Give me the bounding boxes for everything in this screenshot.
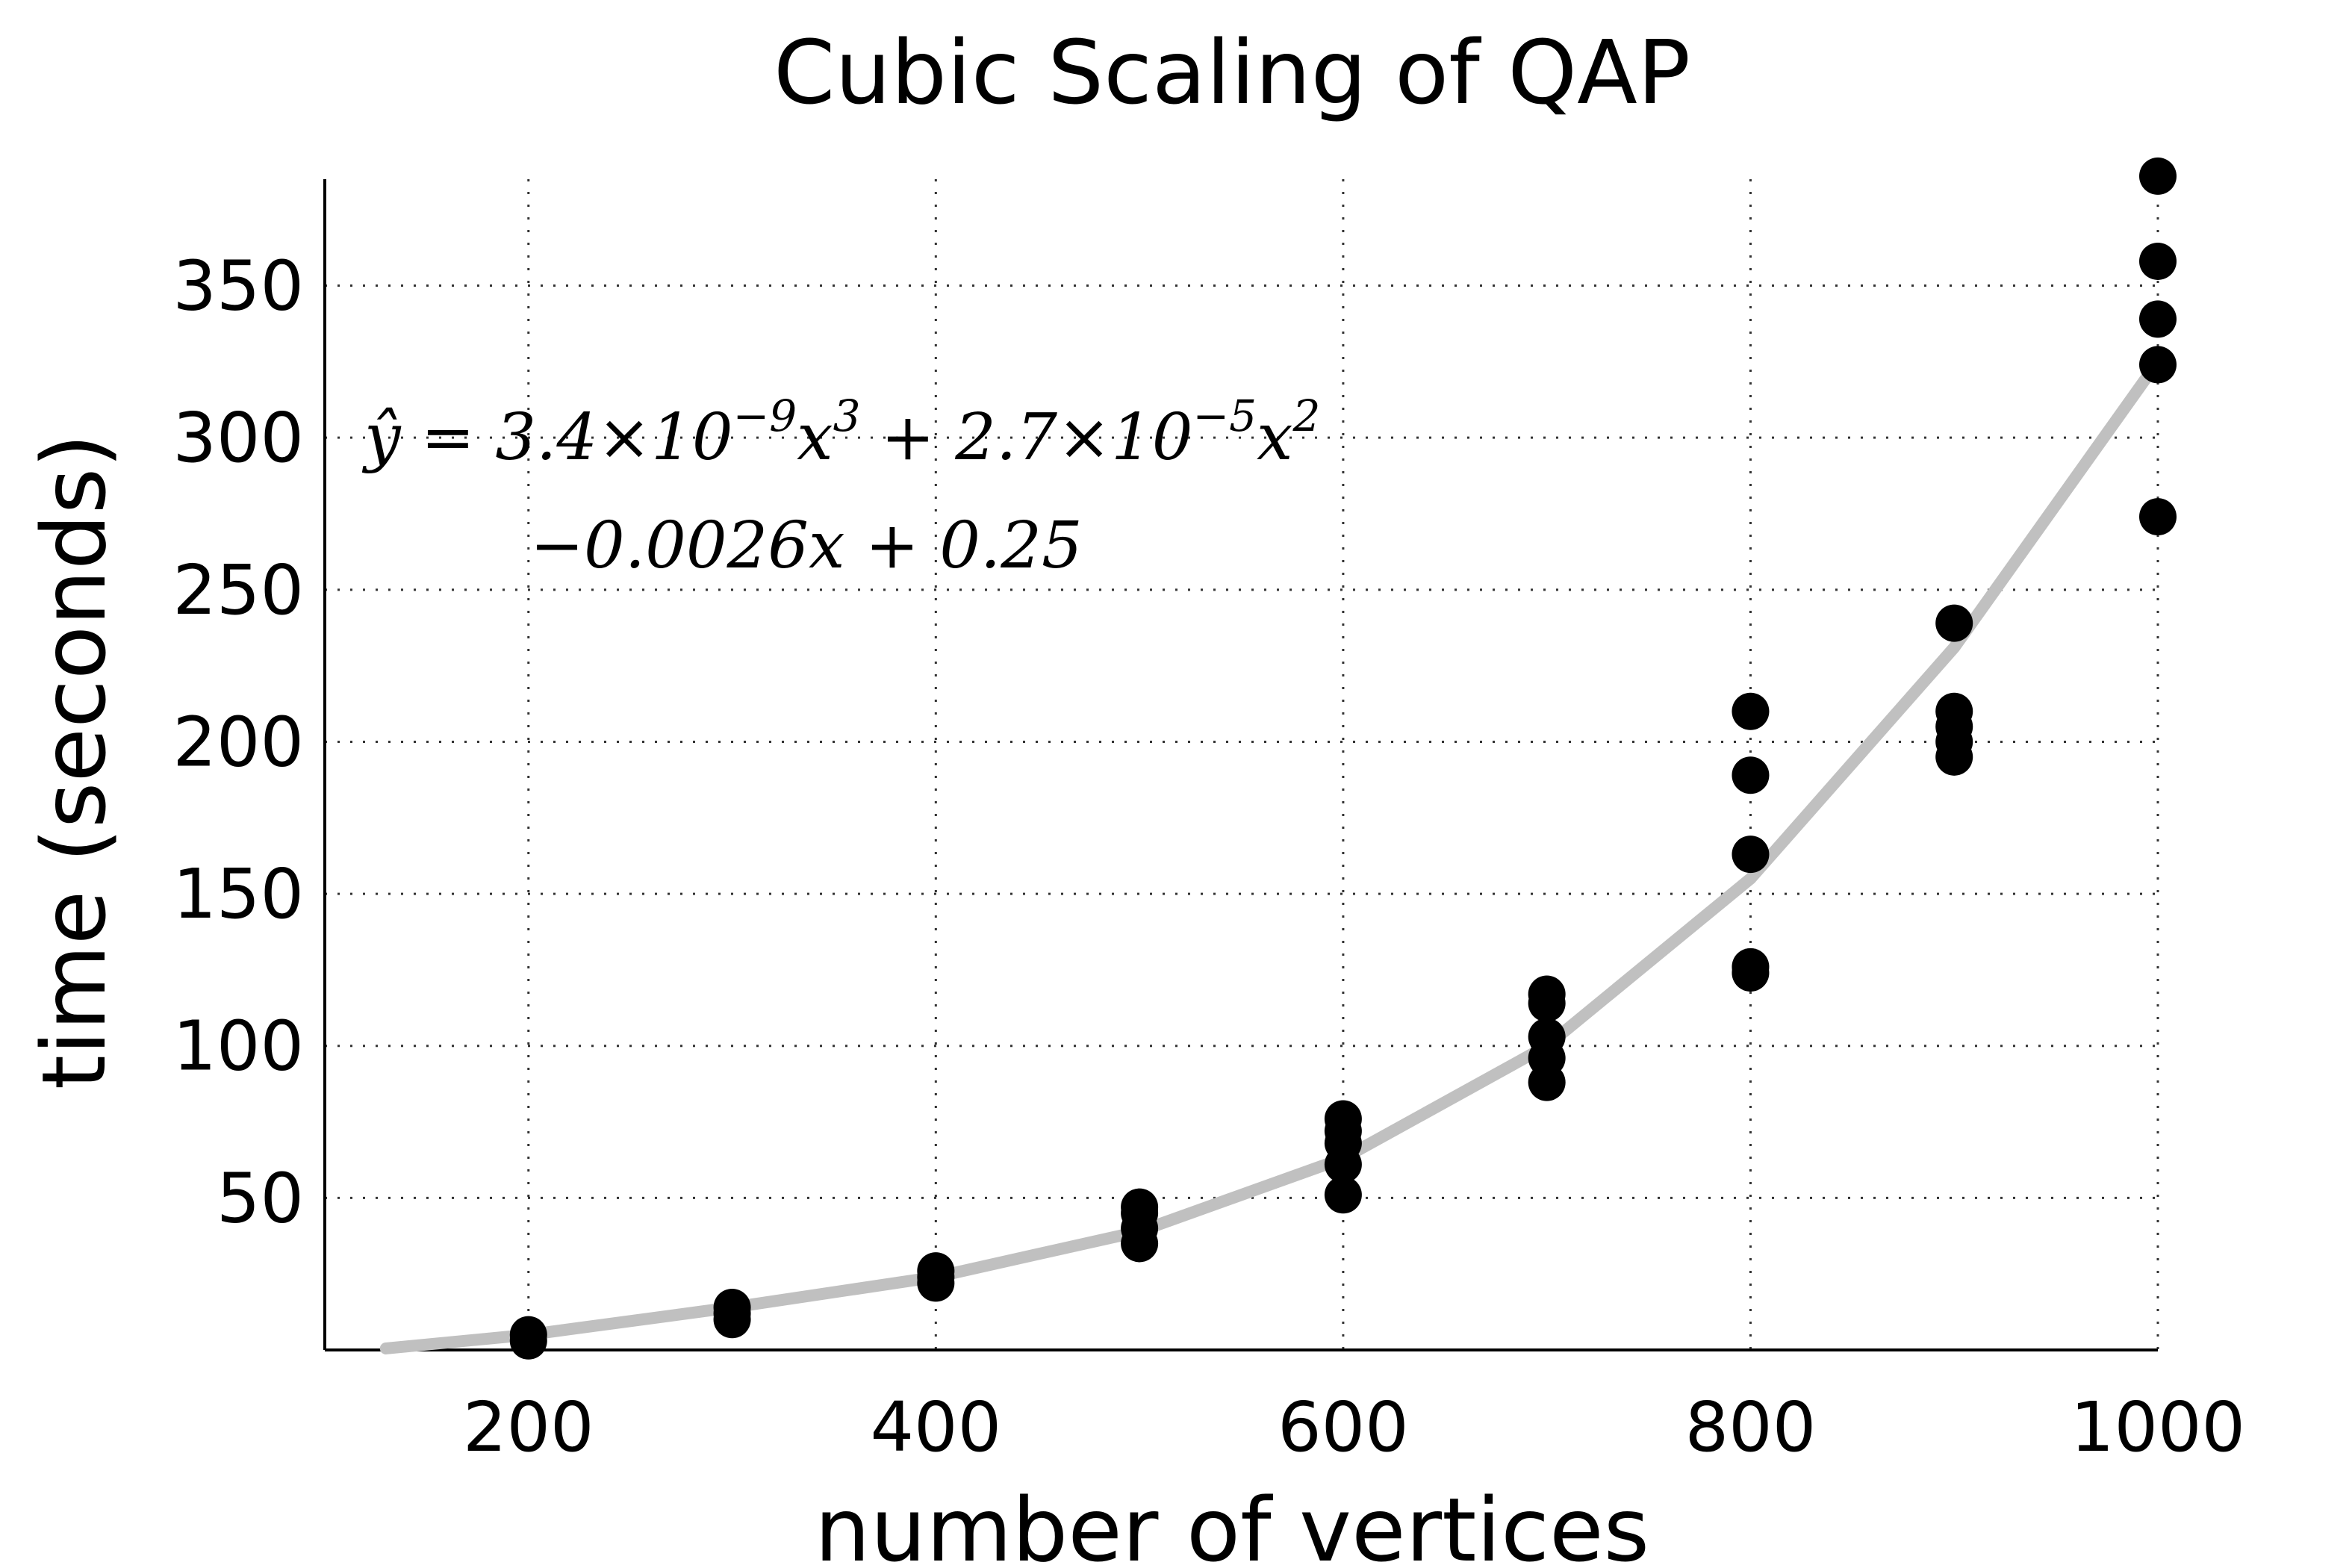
data-points bbox=[509, 157, 2177, 1360]
y-tick-label: 50 bbox=[217, 1158, 304, 1238]
y-axis-label: time (seconds) bbox=[22, 434, 125, 1090]
y-tick-labels: 50 100 150 200 250 300 350 bbox=[172, 246, 304, 1239]
data-point bbox=[1732, 756, 1770, 794]
y-tick-label: 150 bbox=[172, 854, 304, 934]
chart-title: Cubic Scaling of QAP bbox=[774, 21, 1690, 124]
y-tick-label: 350 bbox=[172, 246, 304, 326]
x-tick-labels: 200 400 600 800 1000 bbox=[463, 1387, 2245, 1467]
data-point bbox=[2139, 346, 2177, 384]
axes bbox=[323, 179, 2158, 1351]
exponent-2: −5 bbox=[1193, 391, 1257, 441]
data-point bbox=[2139, 242, 2177, 280]
data-point bbox=[1732, 836, 1770, 874]
x-tick-label: 200 bbox=[463, 1387, 594, 1467]
power-1: 3 bbox=[833, 391, 861, 441]
data-point bbox=[1528, 975, 1566, 1013]
data-point bbox=[1732, 692, 1770, 730]
x-tick-label: 1000 bbox=[2071, 1387, 2245, 1467]
y-tick-label: 250 bbox=[172, 550, 304, 630]
eq-part-2: + 2.7×10 bbox=[861, 400, 1193, 475]
yhat-symbol: ŷ bbox=[361, 400, 402, 475]
exponent-1: −9 bbox=[733, 391, 797, 441]
x-tick-label: 800 bbox=[1685, 1387, 1817, 1467]
data-point bbox=[1732, 948, 1770, 986]
data-point bbox=[713, 1288, 751, 1326]
data-point bbox=[509, 1316, 547, 1354]
power-2: 2 bbox=[1292, 391, 1321, 441]
data-point bbox=[1121, 1188, 1159, 1226]
data-point bbox=[1935, 604, 1973, 642]
data-point bbox=[2139, 157, 2177, 195]
data-point bbox=[2139, 498, 2177, 536]
x-tick-label: 600 bbox=[1278, 1387, 1409, 1467]
data-point bbox=[1324, 1176, 1362, 1214]
data-point bbox=[1935, 692, 1973, 730]
fit-curve bbox=[379, 355, 2164, 1354]
data-point bbox=[1528, 1018, 1566, 1056]
x-axis-label: number of vertices bbox=[815, 1478, 1649, 1568]
fit-equation-line-1: ŷ = 3.4×10−9x3 + 2.7×10−5x2 bbox=[361, 391, 1320, 475]
data-point bbox=[917, 1252, 955, 1290]
fit-equation: ŷ = 3.4×10−9x3 + 2.7×10−5x2 −0.0026x + 0… bbox=[361, 391, 1320, 583]
eq-part-1: = 3.4×10 bbox=[401, 400, 733, 475]
grid-lines bbox=[325, 179, 2159, 1350]
data-point bbox=[2139, 300, 2177, 338]
var-x-2: x bbox=[1257, 400, 1293, 475]
y-tick-label: 300 bbox=[172, 398, 304, 478]
x-tick-label: 400 bbox=[871, 1387, 1002, 1467]
fit-equation-line-2: −0.0026x + 0.25 bbox=[530, 508, 1083, 583]
var-x-1: x bbox=[797, 400, 833, 475]
y-tick-label: 100 bbox=[172, 1007, 304, 1086]
data-point bbox=[1324, 1100, 1362, 1138]
y-tick-label: 200 bbox=[172, 702, 304, 782]
